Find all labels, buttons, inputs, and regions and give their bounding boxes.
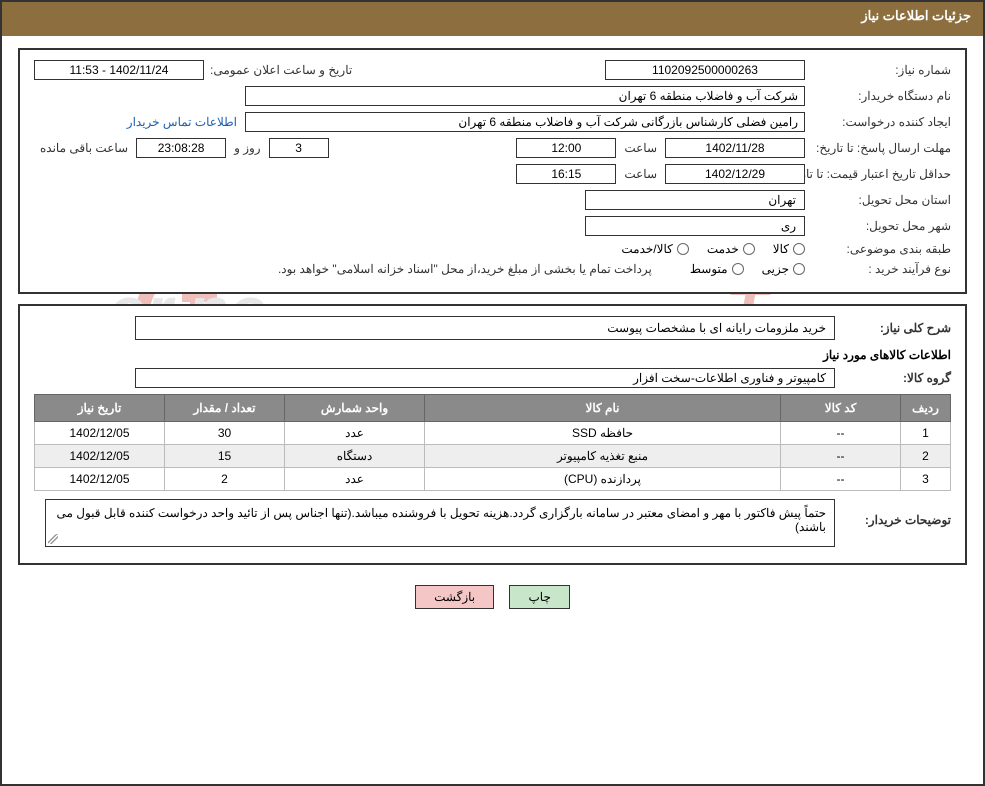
- button-row: چاپ بازگشت: [18, 575, 967, 619]
- need-number-label: شماره نیاز:: [811, 63, 951, 77]
- buyer-org-value: شرکت آب و فاضلاب منطقه 6 تهران: [245, 86, 805, 106]
- back-button[interactable]: بازگشت: [415, 585, 494, 609]
- table-cell: پردازنده (CPU): [425, 468, 781, 491]
- category-goods-radio[interactable]: کالا: [773, 242, 805, 256]
- province-label: استان محل تحویل:: [811, 193, 951, 207]
- process-label: نوع فرآیند خرید :: [811, 262, 951, 276]
- city-value: ری: [585, 216, 805, 236]
- table-cell: 2: [165, 468, 285, 491]
- th-date: تاریخ نیاز: [35, 395, 165, 422]
- requester-label: ایجاد کننده درخواست:: [811, 115, 951, 129]
- table-cell: 1: [901, 422, 951, 445]
- remain-label: ساعت باقی مانده: [40, 141, 128, 155]
- reply-deadline-label: مهلت ارسال پاسخ: تا تاریخ:: [811, 141, 951, 155]
- announce-value: 1402/11/24 - 11:53: [34, 60, 204, 80]
- announce-label: تاریخ و ساعت اعلان عمومی:: [210, 63, 352, 77]
- table-cell: 1402/12/05: [35, 468, 165, 491]
- category-goods-service-radio[interactable]: کالا/خدمت: [621, 242, 688, 256]
- category-service-radio[interactable]: خدمت: [707, 242, 755, 256]
- table-cell: 1402/12/05: [35, 445, 165, 468]
- table-row: 3--پردازنده (CPU)عدد21402/12/05: [35, 468, 951, 491]
- th-unit: واحد شمارش: [285, 395, 425, 422]
- general-need-value: خرید ملزومات رایانه ای با مشخصات پیوست: [135, 316, 835, 340]
- hour-label-1: ساعت: [624, 141, 657, 155]
- reply-time-value: 12:00: [516, 138, 616, 158]
- buyer-desc-box: حتماً پیش فاکتور با مهر و امضای معتبر در…: [45, 499, 835, 547]
- th-qty: تعداد / مقدار: [165, 395, 285, 422]
- table-header-row: ردیف کد کالا نام کالا واحد شمارش تعداد /…: [35, 395, 951, 422]
- th-name: نام کالا: [425, 395, 781, 422]
- table-cell: 15: [165, 445, 285, 468]
- group-label: گروه کالا:: [841, 371, 951, 385]
- content-area: شماره نیاز: 1102092500000263 تاریخ و ساع…: [2, 36, 983, 631]
- table-row: 2--منبع تغذیه کامپیوتردستگاه151402/12/05: [35, 445, 951, 468]
- requester-value: رامین فضلی کارشناس بازرگانی شرکت آب و فا…: [245, 112, 805, 132]
- reply-date-value: 1402/11/28: [665, 138, 805, 158]
- info-panel: شماره نیاز: 1102092500000263 تاریخ و ساع…: [18, 48, 967, 294]
- general-need-label: شرح کلی نیاز:: [841, 321, 951, 335]
- price-time-value: 16:15: [516, 164, 616, 184]
- table-cell: 1402/12/05: [35, 422, 165, 445]
- days-value: 3: [269, 138, 329, 158]
- print-button[interactable]: چاپ: [509, 585, 569, 609]
- process-note: پرداخت تمام یا بخشی از مبلغ خرید،از محل …: [278, 262, 652, 276]
- table-cell: --: [781, 445, 901, 468]
- table-cell: حافظه SSD: [425, 422, 781, 445]
- category-label: طبقه بندی موضوعی:: [811, 242, 951, 256]
- countdown-value: 23:08:28: [136, 138, 226, 158]
- th-row: ردیف: [901, 395, 951, 422]
- need-number-value: 1102092500000263: [605, 60, 805, 80]
- table-cell: --: [781, 422, 901, 445]
- table-cell: دستگاه: [285, 445, 425, 468]
- buyer-desc-text: حتماً پیش فاکتور با مهر و امضای معتبر در…: [56, 506, 826, 534]
- and-label: روز و: [234, 141, 261, 155]
- buyer-desc-label: توضیحات خریدار:: [841, 499, 951, 527]
- group-value: کامپیوتر و فناوری اطلاعات-سخت افزار: [135, 368, 835, 388]
- page-title: جزئیات اطلاعات نیاز: [861, 8, 971, 23]
- need-panel: شرح کلی نیاز: خرید ملزومات رایانه ای با …: [18, 304, 967, 565]
- buyer-contact-link[interactable]: اطلاعات تماس خریدار: [127, 115, 237, 129]
- table-row: 1--حافظه SSDعدد301402/12/05: [35, 422, 951, 445]
- goods-table: ردیف کد کالا نام کالا واحد شمارش تعداد /…: [34, 394, 951, 491]
- table-cell: 2: [901, 445, 951, 468]
- buyer-org-label: نام دستگاه خریدار:: [811, 89, 951, 103]
- table-cell: --: [781, 468, 901, 491]
- city-label: شهر محل تحویل:: [811, 219, 951, 233]
- hour-label-2: ساعت: [624, 167, 657, 181]
- resize-handle-icon[interactable]: [48, 534, 58, 544]
- price-date-value: 1402/12/29: [665, 164, 805, 184]
- process-partial-radio[interactable]: جزیی: [762, 262, 805, 276]
- table-cell: 3: [901, 468, 951, 491]
- page-header: جزئیات اطلاعات نیاز: [2, 2, 983, 30]
- th-code: کد کالا: [781, 395, 901, 422]
- table-cell: عدد: [285, 468, 425, 491]
- price-validity-label: حداقل تاریخ اعتبار قیمت: تا تاریخ:: [811, 167, 951, 181]
- page-frame: AriaTender.ne T جزئیات اطلاعات نیاز شمار…: [0, 0, 985, 786]
- goods-info-title: اطلاعات کالاهای مورد نیاز: [34, 348, 951, 362]
- table-cell: عدد: [285, 422, 425, 445]
- province-value: تهران: [585, 190, 805, 210]
- table-cell: 30: [165, 422, 285, 445]
- process-medium-radio[interactable]: متوسط: [690, 262, 744, 276]
- table-cell: منبع تغذیه کامپیوتر: [425, 445, 781, 468]
